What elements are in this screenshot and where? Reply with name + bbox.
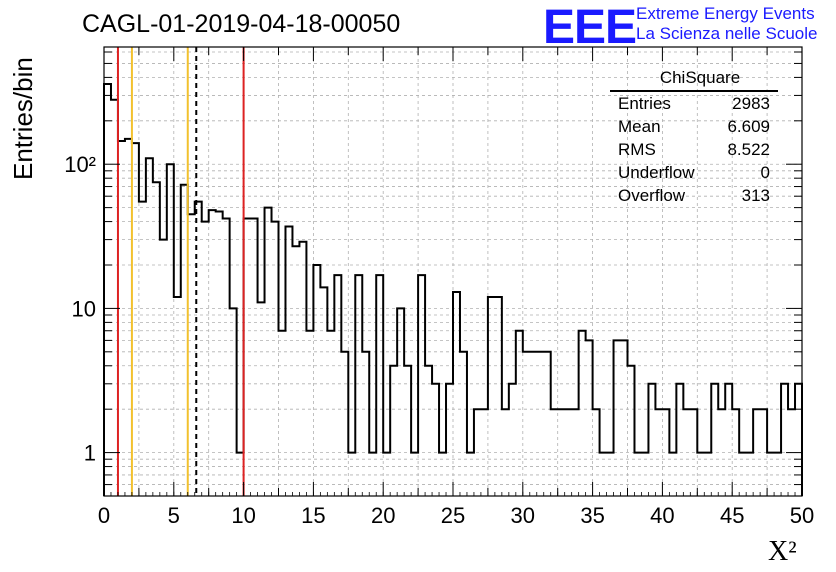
histogram-bin — [223, 219, 230, 496]
y-tick-label: 10 — [72, 296, 96, 321]
histogram-bin — [209, 210, 216, 496]
reference-lines — [116, 47, 245, 496]
stats-title: ChiSquare — [610, 68, 778, 92]
histogram-bin — [614, 340, 621, 496]
histogram-bin — [586, 340, 593, 496]
histogram-bin — [146, 158, 153, 496]
y-tick-label: 1 — [84, 441, 96, 466]
histogram-bin — [153, 182, 160, 496]
stats-row: Underflow 0 — [610, 161, 778, 184]
histogram-bin — [781, 384, 788, 496]
histogram-bin — [125, 139, 132, 496]
histogram-bin — [711, 384, 718, 496]
histogram-bin — [320, 287, 327, 496]
histogram-bin — [167, 164, 174, 496]
x-tick-label: 10 — [231, 503, 255, 528]
x-axis-label: X² — [768, 536, 797, 567]
histogram-series — [103, 83, 803, 496]
x-tick-label: 15 — [301, 503, 325, 528]
histogram-bin — [251, 219, 258, 496]
histogram-bin — [544, 352, 551, 496]
histogram-bin — [216, 211, 223, 496]
x-tick-label: 20 — [371, 503, 395, 528]
stats-box: ChiSquare Entries 2983 Mean 6.609 RMS 8.522… — [610, 68, 778, 207]
histogram-bin — [648, 384, 655, 496]
y-tick-label: 10² — [64, 152, 96, 177]
x-tick-label: 45 — [720, 503, 744, 528]
histogram-bin — [425, 366, 432, 496]
x-tick-label: 25 — [441, 503, 465, 528]
histogram-bin — [111, 100, 118, 496]
histogram-bin — [621, 340, 628, 496]
stats-row: Overflow 313 — [610, 184, 778, 207]
histogram-bin — [537, 352, 544, 496]
histogram-bin — [397, 308, 404, 496]
logo-caption-line1: Extreme Energy Events — [636, 4, 815, 23]
histogram-bin — [244, 219, 251, 496]
histogram-bin — [104, 84, 111, 496]
histogram-bin — [460, 352, 467, 496]
x-tick-label: 35 — [580, 503, 604, 528]
stats-value: 8.522 — [727, 140, 770, 159]
histogram-bin — [509, 384, 516, 496]
histogram-bin — [390, 366, 397, 496]
x-tick-label: 0 — [98, 503, 110, 528]
histogram-bin — [118, 141, 125, 496]
stats-row: RMS 8.522 — [610, 138, 778, 161]
histogram-bin — [516, 331, 523, 496]
stats-label: RMS — [618, 140, 656, 159]
stats-row: Entries 2983 — [610, 92, 778, 115]
stats-label: Underflow — [618, 163, 695, 182]
histogram-bin — [279, 331, 286, 496]
stats-row: Mean 6.609 — [610, 115, 778, 138]
stats-value: 6.609 — [727, 117, 770, 136]
histogram-bin — [272, 222, 279, 496]
chart-title: CAGL-01-2019-04-18-00050 — [82, 10, 401, 38]
stats-label: Mean — [618, 117, 661, 136]
histogram-bin — [432, 384, 439, 496]
histogram-bin — [523, 352, 530, 496]
histogram-bin — [488, 297, 495, 496]
histogram-bin — [795, 384, 802, 496]
histogram-bin — [299, 242, 306, 496]
stats-value: 2983 — [732, 94, 770, 113]
x-tick-label: 50 — [790, 503, 814, 528]
histogram-bin — [285, 226, 292, 496]
histogram-bin — [725, 384, 732, 496]
logo-caption-line2: La Scienza nelle Scuole — [636, 24, 818, 43]
histogram-outline — [103, 83, 803, 496]
y-axis-label: Entries/bin — [8, 57, 38, 180]
histogram-bin — [313, 265, 320, 496]
histogram-bin — [174, 297, 181, 496]
stats-value: 0 — [760, 163, 770, 182]
histogram-bin — [495, 297, 502, 496]
histogram-bin — [292, 246, 299, 496]
histogram-bin — [139, 202, 146, 496]
x-tick-label: 5 — [168, 503, 180, 528]
axis-ticks: 0 5 10 15 20 25 30 35 40 45 50 1 10 10² — [64, 47, 814, 528]
stats-label: Overflow — [618, 186, 686, 205]
histogram-bin — [676, 384, 683, 496]
stats-label: Entries — [618, 94, 671, 113]
histogram-bin — [160, 240, 167, 496]
histogram-bin — [530, 352, 537, 496]
histogram-bin — [188, 214, 195, 496]
histogram-bin — [327, 331, 334, 496]
logo-caption: Extreme Energy Events La Scienza nelle S… — [636, 4, 817, 44]
histogram-bin — [404, 366, 411, 496]
histogram-bin — [341, 352, 348, 496]
histogram-bin — [579, 331, 586, 496]
histogram-bin — [230, 308, 237, 496]
histogram-bin — [306, 331, 313, 496]
histogram-bin — [202, 222, 209, 496]
stats-value: 313 — [741, 186, 770, 205]
x-tick-label: 30 — [511, 503, 535, 528]
histogram-bin — [362, 352, 369, 496]
x-tick-label: 40 — [650, 503, 674, 528]
eee-logo: EEE — [543, 1, 637, 54]
histogram-bin — [628, 366, 635, 496]
histogram-bin — [446, 384, 453, 496]
